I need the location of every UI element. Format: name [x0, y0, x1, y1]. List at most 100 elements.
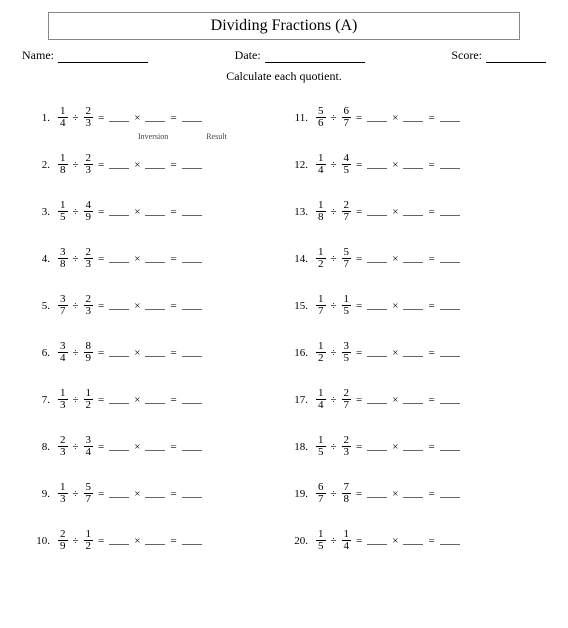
denominator: 5	[342, 353, 352, 364]
answer-blank[interactable]	[440, 443, 460, 451]
equals-sign: =	[98, 206, 104, 218]
denominator: 4	[84, 447, 94, 458]
problem-row: 20.15÷14=×=	[284, 517, 542, 564]
answer-blank[interactable]	[403, 349, 423, 357]
fraction: 18	[58, 153, 68, 176]
answer-blank[interactable]	[403, 114, 423, 122]
fraction: 27	[342, 388, 352, 411]
equals-sign: =	[428, 206, 434, 218]
answer-blank[interactable]	[440, 490, 460, 498]
problem-row: 12.14÷45=×=	[284, 141, 542, 188]
answer-blank[interactable]	[367, 490, 387, 498]
divide-sign: ÷	[331, 112, 337, 124]
answer-blank[interactable]	[145, 443, 165, 451]
answer-blank[interactable]	[109, 490, 129, 498]
problem-number: 5.	[26, 300, 50, 312]
divide-sign: ÷	[331, 488, 337, 500]
answer-blank[interactable]	[145, 208, 165, 216]
answer-blank[interactable]	[440, 255, 460, 263]
answer-blank[interactable]	[440, 537, 460, 545]
answer-blank[interactable]	[182, 208, 202, 216]
divide-sign: ÷	[331, 347, 337, 359]
date-blank[interactable]	[265, 52, 365, 63]
answer-blank[interactable]	[182, 490, 202, 498]
answer-blank[interactable]	[367, 114, 387, 122]
name-blank[interactable]	[58, 52, 148, 63]
answer-blank[interactable]	[403, 537, 423, 545]
answer-blank[interactable]	[109, 349, 129, 357]
divide-sign: ÷	[73, 347, 79, 359]
answer-blank[interactable]	[403, 443, 423, 451]
equals-sign: =	[98, 112, 104, 124]
answer-blank[interactable]	[403, 161, 423, 169]
divide-sign: ÷	[331, 535, 337, 547]
problem-row: 4.38÷23=×=	[26, 235, 284, 282]
times-sign: ×	[134, 112, 140, 124]
equals-sign: =	[98, 488, 104, 500]
answer-blank[interactable]	[403, 396, 423, 404]
answer-blank[interactable]	[367, 349, 387, 357]
answer-blank[interactable]	[403, 208, 423, 216]
fraction: 13	[58, 388, 68, 411]
answer-blank[interactable]	[182, 537, 202, 545]
answer-blank[interactable]	[145, 349, 165, 357]
equals-sign: =	[428, 535, 434, 547]
answer-blank[interactable]	[109, 114, 129, 122]
answer-blank[interactable]	[109, 396, 129, 404]
answer-blank[interactable]	[367, 161, 387, 169]
divide-sign: ÷	[73, 300, 79, 312]
answer-blank[interactable]	[145, 255, 165, 263]
answer-blank[interactable]	[403, 255, 423, 263]
answer-blank[interactable]	[109, 161, 129, 169]
fraction: 89	[84, 341, 94, 364]
answer-blank[interactable]	[403, 302, 423, 310]
denominator: 9	[84, 212, 94, 223]
answer-blank[interactable]	[440, 161, 460, 169]
answer-blank[interactable]	[440, 396, 460, 404]
denominator: 7	[342, 212, 352, 223]
answer-blank[interactable]	[109, 537, 129, 545]
times-sign: ×	[392, 159, 398, 171]
answer-blank[interactable]	[367, 396, 387, 404]
equals-sign: =	[170, 206, 176, 218]
answer-blank[interactable]	[367, 208, 387, 216]
denominator: 5	[58, 212, 68, 223]
answer-blank[interactable]	[109, 255, 129, 263]
answer-blank[interactable]	[182, 443, 202, 451]
answer-blank[interactable]	[440, 302, 460, 310]
answer-blank[interactable]	[367, 302, 387, 310]
equals-sign: =	[170, 112, 176, 124]
score-blank[interactable]	[486, 52, 546, 63]
answer-blank[interactable]	[440, 349, 460, 357]
answer-blank[interactable]	[145, 114, 165, 122]
answer-blank[interactable]	[145, 302, 165, 310]
answer-blank[interactable]	[367, 255, 387, 263]
answer-blank[interactable]	[182, 255, 202, 263]
answer-blank[interactable]	[367, 537, 387, 545]
answer-blank[interactable]	[367, 443, 387, 451]
answer-blank[interactable]	[145, 490, 165, 498]
problem-row: 7.13÷12=×=	[26, 376, 284, 423]
answer-blank[interactable]	[145, 396, 165, 404]
denominator: 4	[342, 541, 352, 552]
answer-blank[interactable]	[182, 396, 202, 404]
answer-blank[interactable]	[182, 114, 202, 122]
answer-blank[interactable]	[182, 302, 202, 310]
equals-sign: =	[428, 441, 434, 453]
fraction: 12	[316, 341, 326, 364]
answer-blank[interactable]	[109, 302, 129, 310]
answer-blank[interactable]	[440, 114, 460, 122]
answer-blank[interactable]	[109, 443, 129, 451]
answer-blank[interactable]	[440, 208, 460, 216]
worksheet-title: Dividing Fractions (A)	[48, 12, 520, 40]
answer-blank[interactable]	[182, 349, 202, 357]
fraction: 35	[342, 341, 352, 364]
answer-blank[interactable]	[182, 161, 202, 169]
fraction: 67	[316, 482, 326, 505]
answer-blank[interactable]	[145, 537, 165, 545]
equals-sign: =	[356, 394, 362, 406]
answer-blank[interactable]	[403, 490, 423, 498]
answer-blank[interactable]	[145, 161, 165, 169]
problem-row: 5.37÷23=×=	[26, 282, 284, 329]
answer-blank[interactable]	[109, 208, 129, 216]
